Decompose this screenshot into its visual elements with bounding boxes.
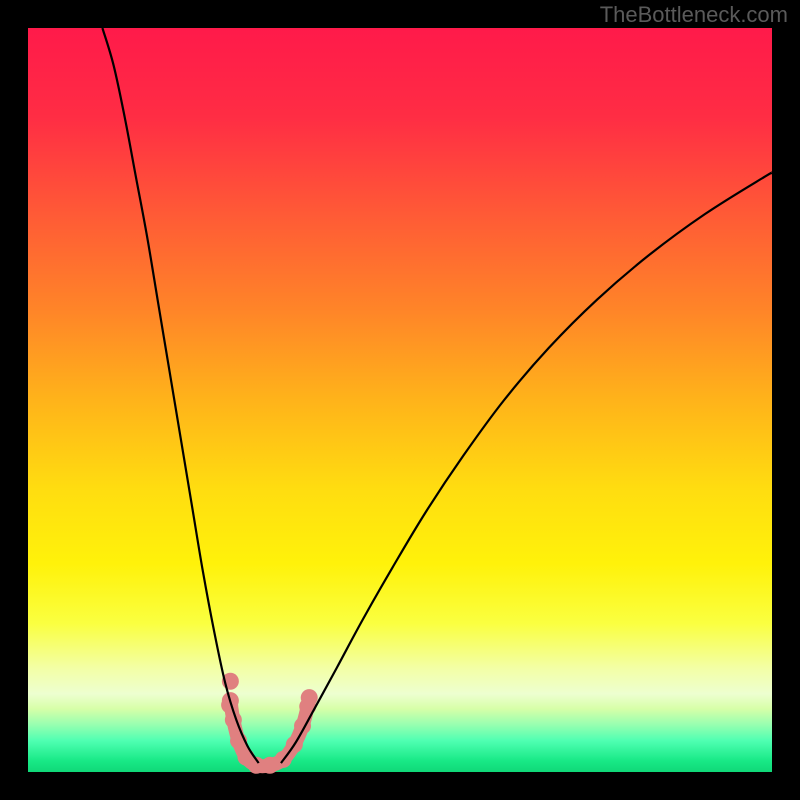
gradient-background: [28, 28, 772, 772]
watermark-text: TheBottleneck.com: [600, 2, 788, 28]
bottleneck-chart: [0, 0, 800, 800]
marker-dot: [301, 689, 318, 706]
chart-container: TheBottleneck.com: [0, 0, 800, 800]
